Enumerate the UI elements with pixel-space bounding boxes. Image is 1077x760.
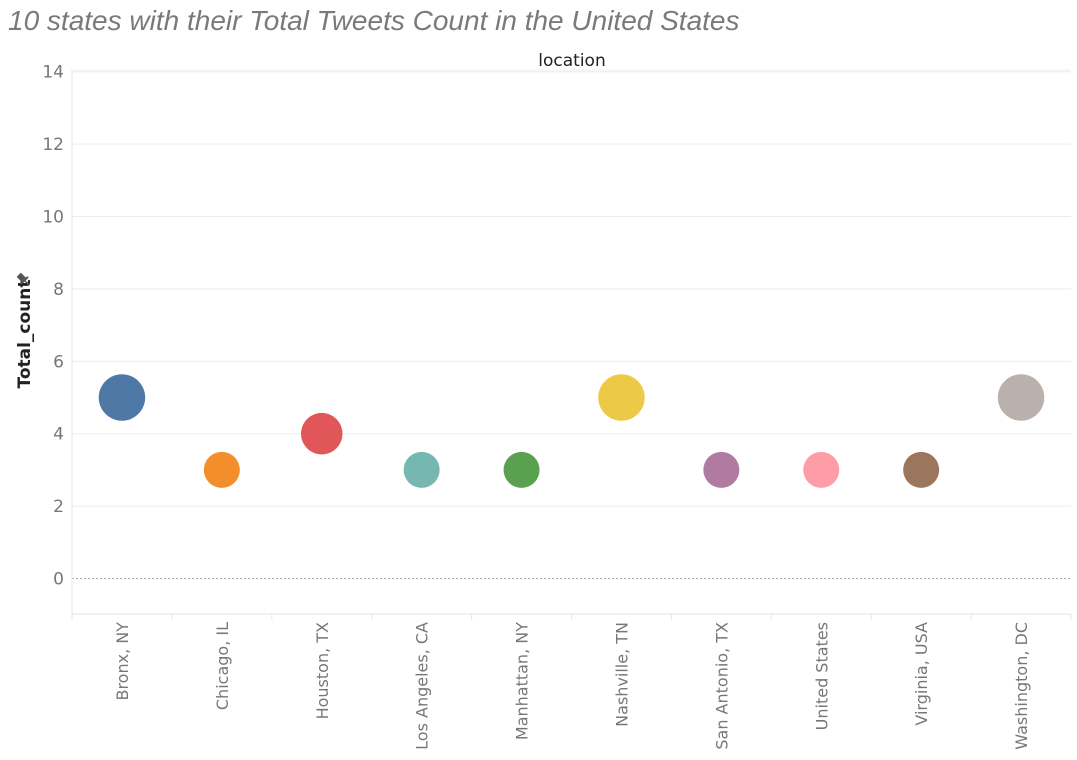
x-tick-label: Bronx, NY bbox=[113, 622, 132, 701]
x-tick-label: Houston, TX bbox=[313, 622, 332, 719]
y-tick-label: 0 bbox=[53, 570, 64, 590]
data-point[interactable] bbox=[403, 451, 440, 488]
data-points bbox=[98, 374, 1045, 488]
x-tick-label: United States bbox=[812, 622, 831, 730]
data-point[interactable] bbox=[598, 374, 645, 421]
pin-icon[interactable] bbox=[15, 271, 33, 289]
data-point[interactable] bbox=[997, 374, 1045, 421]
y-tick-label: 12 bbox=[42, 135, 64, 155]
y-axis-title: Total_count bbox=[15, 279, 35, 388]
y-tick-label: 10 bbox=[42, 208, 64, 228]
data-point[interactable] bbox=[903, 451, 940, 488]
data-point[interactable] bbox=[203, 451, 240, 488]
x-tick-label: Washington, DC bbox=[1012, 622, 1031, 750]
data-point[interactable] bbox=[503, 451, 540, 488]
y-tick-label: 14 bbox=[42, 63, 64, 83]
data-point[interactable] bbox=[703, 451, 740, 488]
x-tick-label: Virginia, USA bbox=[912, 622, 931, 726]
data-point[interactable] bbox=[98, 374, 146, 421]
y-axis-ticks: 0 2 4 6 8 10 12 14 bbox=[42, 63, 64, 590]
x-tick-label: Los Angeles, CA bbox=[413, 622, 432, 750]
x-axis-title: location bbox=[538, 51, 605, 71]
chart-title: 10 states with their Total Tweets Count … bbox=[8, 5, 740, 36]
grid-lines bbox=[72, 69, 1071, 579]
y-axis-title-group: Total_count bbox=[15, 271, 35, 389]
y-tick-label: 4 bbox=[53, 425, 64, 445]
x-tick-label: Chicago, IL bbox=[213, 622, 232, 710]
x-axis-ticks: Bronx, NY Chicago, IL Houston, TX Los Angel… bbox=[113, 622, 1031, 750]
x-tick-label: San Antonio, TX bbox=[712, 622, 731, 750]
x-tick-label: Manhattan, NY bbox=[513, 622, 532, 740]
y-tick-label: 8 bbox=[53, 280, 64, 300]
axes bbox=[71, 70, 1072, 620]
y-tick-label: 6 bbox=[53, 352, 64, 372]
y-tick-label: 2 bbox=[53, 497, 64, 517]
data-point[interactable] bbox=[803, 451, 840, 488]
x-tick-label: Nashville, TN bbox=[612, 622, 631, 727]
data-point[interactable] bbox=[300, 412, 343, 455]
